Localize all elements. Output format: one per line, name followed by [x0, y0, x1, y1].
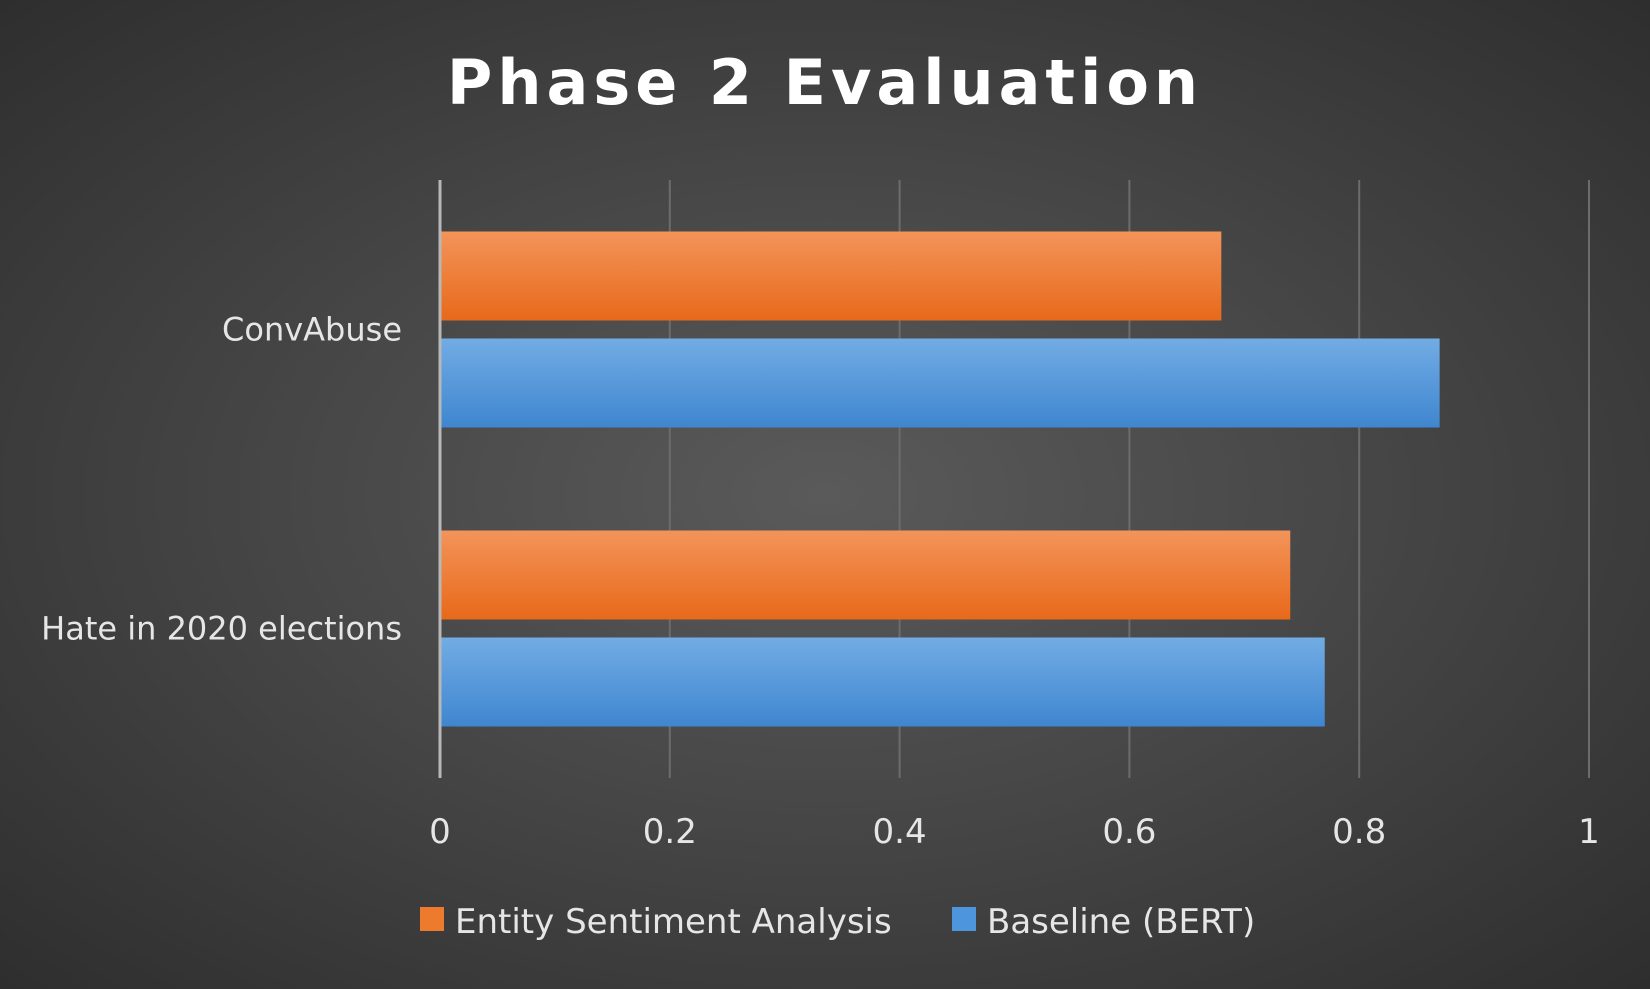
bar [440, 637, 1325, 727]
bars [440, 231, 1440, 727]
legend-swatch [420, 907, 444, 931]
x-tick-label: 0.4 [873, 812, 927, 852]
x-tick-label: 0.2 [643, 812, 697, 852]
category-labels: ConvAbuse Hate in 2020 elections [41, 311, 402, 648]
x-axis-tick-labels: 0 0.2 0.4 0.6 0.8 1 [429, 812, 1600, 852]
legend-swatch [952, 907, 976, 931]
legend: Entity Sentiment Analysis Baseline (BERT) [420, 902, 1255, 942]
x-tick-label: 0.6 [1102, 812, 1156, 852]
bar [440, 338, 1440, 428]
category-label: ConvAbuse [222, 311, 402, 349]
category-label: Hate in 2020 elections [41, 610, 402, 648]
x-tick-label: 1 [1578, 812, 1600, 852]
legend-label: Entity Sentiment Analysis [455, 902, 892, 942]
bar [440, 231, 1222, 321]
chart-title: Phase 2 Evaluation [447, 46, 1203, 119]
x-tick-label: 0 [429, 812, 451, 852]
x-tick-label: 0.8 [1332, 812, 1386, 852]
bar [440, 530, 1291, 620]
legend-label: Baseline (BERT) [987, 902, 1255, 942]
